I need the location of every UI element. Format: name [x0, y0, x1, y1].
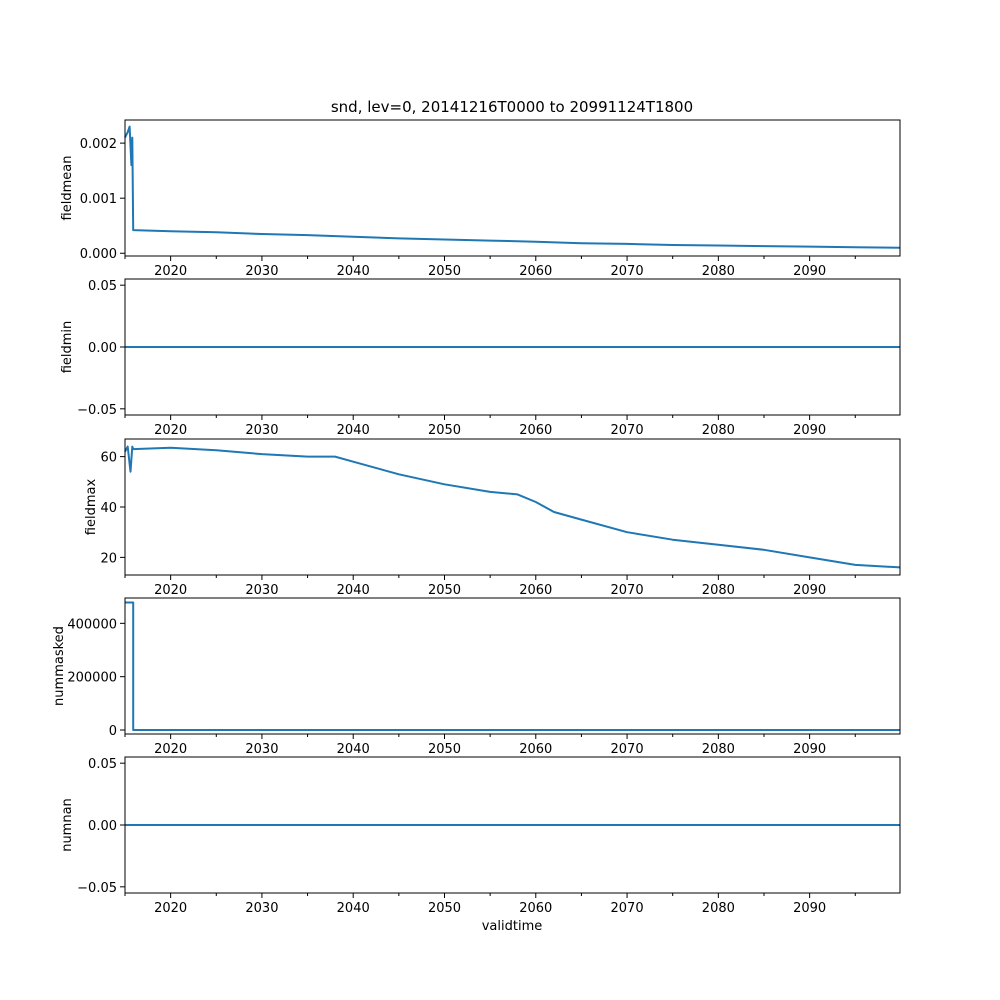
x-tick-label: 2080: [702, 583, 735, 598]
panel-numnan: 2020 2030 2040 2050 2060 2070 2080 2090 −0.05 0.0…: [60, 756, 901, 916]
panel-fieldmax: 2020 2030 2040 2050 2060 2070 2080 2090204060fi…: [84, 438, 901, 598]
x-tick-label: 2060: [519, 423, 552, 438]
x-tick-label: 2070: [611, 901, 644, 916]
x-tick-label: 2080: [702, 264, 735, 279]
panel-fieldmin: 2020 2030 2040 2050 2060 2070 2080 2090 −0.05 0.0…: [60, 278, 901, 438]
x-tick-label: 2020: [154, 901, 187, 916]
x-tick-label: 2070: [611, 583, 644, 598]
x-tick-label: 2020: [154, 264, 187, 279]
y-tick-label: 200000: [67, 671, 117, 686]
x-tick-label: 2040: [337, 742, 370, 757]
x-tick-label: 2040: [337, 423, 370, 438]
panel-nummasked: 2020 2030 2040 2050 2060 2070 2080 2090 0 200000 4…: [52, 597, 901, 757]
y-tick-label: 60: [100, 451, 117, 466]
y-axis-label: fieldmin: [60, 321, 75, 374]
x-tick-label: 2070: [611, 423, 644, 438]
y-tick-label: 400000: [67, 617, 117, 632]
y-axis-label: nummasked: [52, 626, 67, 706]
axes-frame: [124, 119, 901, 257]
x-tick-label: 2050: [428, 901, 461, 916]
x-tick-label: 2080: [702, 423, 735, 438]
x-tick-label: 2050: [428, 742, 461, 757]
x-tick-label: 2030: [245, 423, 278, 438]
x-tick-label: 2060: [519, 901, 552, 916]
y-axis-label: numnan: [60, 798, 75, 852]
x-tick-label: 2070: [611, 742, 644, 757]
x-tick-label: 2060: [519, 583, 552, 598]
y-axis-label: fieldmean: [60, 156, 75, 221]
x-tick-label: 2040: [337, 901, 370, 916]
series-line-nummasked: [125, 601, 900, 731]
x-tick-label: 2050: [428, 423, 461, 438]
x-tick-label: 2020: [154, 423, 187, 438]
x-axis-label: validtime: [482, 919, 543, 934]
y-tick-label: 40: [100, 501, 117, 516]
x-tick-label: 2030: [245, 742, 278, 757]
x-tick-label: 2060: [519, 742, 552, 757]
x-tick-label: 2090: [793, 423, 826, 438]
y-tick-label: 0.05: [88, 757, 117, 772]
y-tick-label: 0.002: [80, 137, 117, 152]
x-tick-label: 2050: [428, 264, 461, 279]
x-tick-label: 2030: [245, 264, 278, 279]
y-tick-label: −0.05: [77, 881, 117, 896]
y-tick-label: 0.000: [80, 247, 117, 262]
x-tick-label: 2030: [245, 901, 278, 916]
y-tick-label: −0.05: [77, 403, 117, 418]
x-tick-label: 2090: [793, 264, 826, 279]
x-tick-label: 2060: [519, 264, 552, 279]
x-tick-label: 2090: [793, 583, 826, 598]
x-tick-label: 2040: [337, 264, 370, 279]
y-tick-label: 0.001: [80, 192, 117, 207]
x-tick-label: 2030: [245, 583, 278, 598]
chart-title: snd, lev=0, 20141216T0000 to 20991124T18…: [331, 98, 693, 116]
x-tick-label: 2070: [611, 264, 644, 279]
panel-fieldmean: 2020 2030 2040 2050 2060 2070 2080 2090 0.000 0.0…: [60, 119, 901, 279]
x-tick-label: 2090: [793, 742, 826, 757]
y-tick-label: 0.00: [88, 341, 117, 356]
x-tick-label: 2050: [428, 583, 461, 598]
y-tick-label: 0.05: [88, 279, 117, 294]
axes-frame: [124, 597, 901, 735]
x-tick-label: 2020: [154, 583, 187, 598]
x-tick-label: 2080: [702, 901, 735, 916]
y-tick-label: 0.00: [88, 819, 117, 834]
x-tick-label: 2020: [154, 742, 187, 757]
x-tick-label: 2080: [702, 742, 735, 757]
y-axis-label: fieldmax: [84, 479, 99, 536]
y-tick-label: 20: [100, 551, 117, 566]
series-line-fieldmax: [124, 445, 901, 569]
y-tick-label: 0: [109, 724, 117, 739]
x-tick-label: 2040: [337, 583, 370, 598]
series-line-fieldmean: [124, 125, 901, 249]
x-tick-label: 2090: [793, 901, 826, 916]
